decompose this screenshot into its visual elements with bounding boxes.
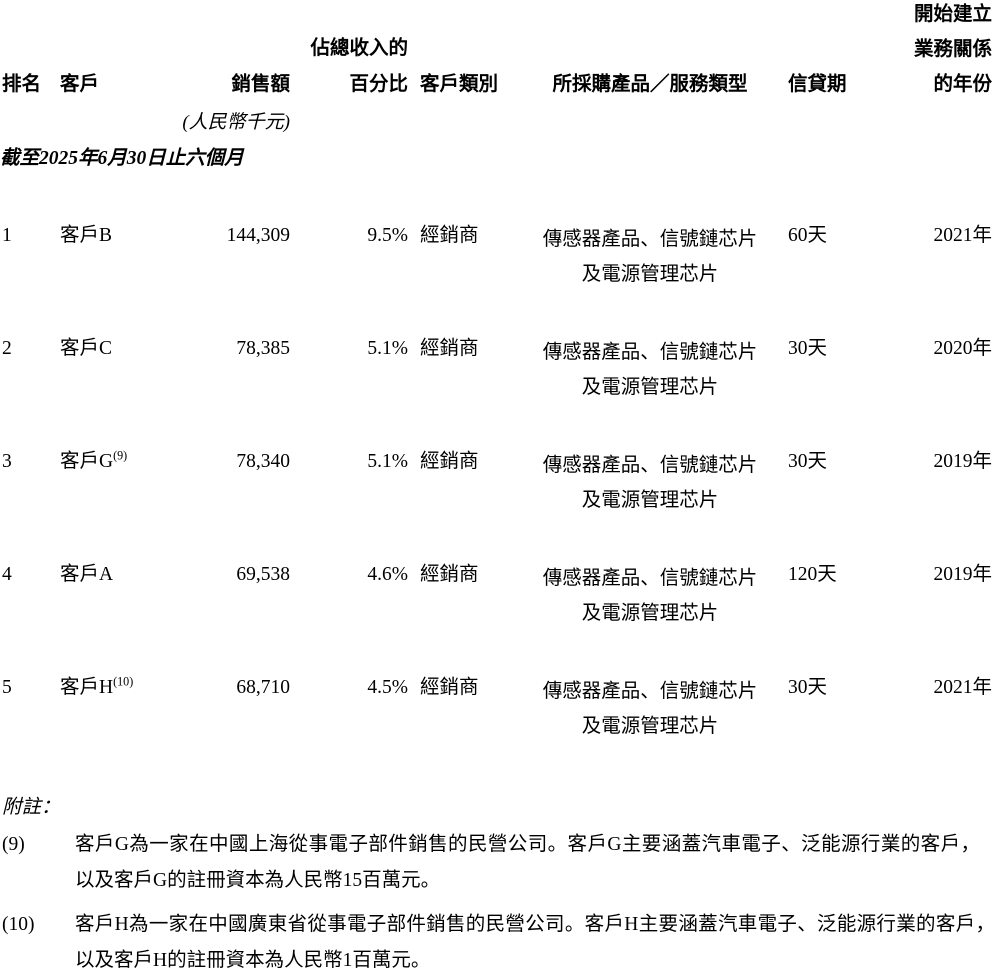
cell-sales: 78,385 (236, 338, 290, 359)
cell-customer-type: 經銷商 (420, 677, 479, 698)
cell-customer-type: 經銷商 (420, 451, 479, 472)
cell-customer-type: 經銷商 (420, 564, 479, 585)
product-line: 及電源管理芯片 (581, 603, 719, 624)
table-row: 3 客戶G(9) 78,340 5.1% 經銷商 傳感器產品、信號鏈芯片 及電源管理芯片 30… (0, 448, 1000, 558)
cell-percent: 5.1% (367, 338, 408, 359)
cell-rank: 1 (2, 225, 12, 246)
footnote-text: 客戶G為一家在中國上海從事電子部件銷售的民營公司。客戶G主要涵蓋汽車電子、泛能源… (75, 834, 980, 891)
cell-credit-period: 120天 (788, 564, 837, 585)
column-header-rank: 排名 (2, 74, 42, 95)
footnote-marker: (10) (2, 914, 35, 935)
cell-year: 2020年 (933, 338, 992, 359)
cell-rank: 2 (2, 338, 12, 359)
cell-rank: 4 (2, 564, 12, 585)
cell-products: 傳感器產品、信號鏈芯片 及電源管理芯片 (520, 448, 780, 518)
product-line: 傳感器產品、信號鏈芯片 (542, 229, 758, 250)
product-line: 傳感器產品、信號鏈芯片 (542, 455, 758, 476)
column-header-products: 所採購產品／服務類型 (552, 74, 748, 95)
column-header-credit-period: 信貸期 (788, 74, 847, 95)
cell-rank: 5 (2, 677, 12, 698)
column-header-customer-type: 客戶類別 (420, 74, 499, 95)
product-line: 傳感器產品、信號鏈芯片 (542, 342, 758, 363)
product-line: 及電源管理芯片 (581, 377, 719, 398)
cell-customer: 客戶G(9) (60, 448, 128, 472)
cell-year: 2019年 (933, 451, 992, 472)
cell-products: 傳感器產品、信號鏈芯片 及電源管理芯片 (520, 561, 780, 631)
footnote-marker: (9) (2, 834, 25, 855)
column-header-year-line3: 的年份 (933, 74, 992, 95)
cell-products: 傳感器產品、信號鏈芯片 及電源管理芯片 (520, 335, 780, 405)
cell-credit-period: 30天 (788, 338, 828, 359)
cell-credit-period: 30天 (788, 677, 828, 698)
column-header-year-line1: 開始建立 (913, 4, 992, 25)
cell-customer-type: 經銷商 (420, 225, 479, 246)
cell-sales: 69,538 (236, 564, 290, 585)
product-line: 傳感器產品、信號鏈芯片 (542, 681, 758, 702)
cell-credit-period: 30天 (788, 451, 828, 472)
product-line: 傳感器產品、信號鏈芯片 (542, 568, 758, 589)
table-row: 5 客戶H(10) 68,710 4.5% 經銷商 傳感器產品、信號鏈芯片 及電源管理芯片 3… (0, 674, 1000, 784)
column-header-sales: 銷售額 (231, 74, 290, 95)
column-header-percent-line2: 百分比 (349, 74, 408, 95)
notes-heading: 附註： (2, 797, 61, 818)
cell-sales: 68,710 (236, 677, 290, 698)
cell-year: 2021年 (933, 677, 992, 698)
product-line: 及電源管理芯片 (581, 490, 719, 511)
cell-sales: 78,340 (236, 451, 290, 472)
cell-credit-period: 60天 (788, 225, 828, 246)
cell-customer-type: 經銷商 (420, 338, 479, 359)
cell-customer: 客戶C (60, 338, 113, 359)
table-header: 排名 客戶 銷售額 佔總收入的 百分比 客戶類別 所採購產品／服務類型 信貸期 … (0, 0, 1000, 112)
reporting-period: 截至2025年6月30日止六個月 (0, 148, 244, 169)
footnote-text: 客戶H為一家在中國廣東省從事電子部件銷售的民營公司。客戶H主要涵蓋汽車電子、泛能… (75, 914, 995, 971)
cell-products: 傳感器產品、信號鏈芯片 及電源管理芯片 (520, 222, 780, 292)
cell-year: 2019年 (933, 564, 992, 585)
cell-customer: 客戶A (60, 564, 114, 585)
cell-year: 2021年 (933, 225, 992, 246)
table-row: 1 客戶B 144,309 9.5% 經銷商 傳感器產品、信號鏈芯片 及電源管理芯片 60天 2… (0, 222, 1000, 332)
cell-products: 傳感器產品、信號鏈芯片 及電源管理芯片 (520, 674, 780, 744)
cell-percent: 4.5% (367, 677, 408, 698)
cell-customer: 客戶H(10) (60, 674, 134, 698)
footnote-reference: (9) (113, 448, 128, 463)
cell-percent: 5.1% (367, 451, 408, 472)
footnote-reference: (10) (113, 674, 134, 689)
cell-customer: 客戶B (60, 225, 113, 246)
column-header-percent-line1: 佔總收入的 (310, 38, 408, 59)
column-header-year-line2: 業務關係 (913, 39, 992, 60)
table-row: 4 客戶A 69,538 4.6% 經銷商 傳感器產品、信號鏈芯片 及電源管理芯片 120天 2… (0, 561, 1000, 671)
cell-sales: 144,309 (226, 225, 290, 246)
product-line: 及電源管理芯片 (581, 264, 719, 285)
table-row: 2 客戶C 78,385 5.1% 經銷商 傳感器產品、信號鏈芯片 及電源管理芯片 30天 20… (0, 335, 1000, 445)
cell-rank: 3 (2, 451, 12, 472)
cell-percent: 9.5% (367, 225, 408, 246)
currency-unit-note: (人民幣千元) (182, 112, 290, 133)
product-line: 及電源管理芯片 (581, 716, 719, 737)
column-header-customer: 客戶 (60, 74, 100, 95)
cell-percent: 4.6% (367, 564, 408, 585)
